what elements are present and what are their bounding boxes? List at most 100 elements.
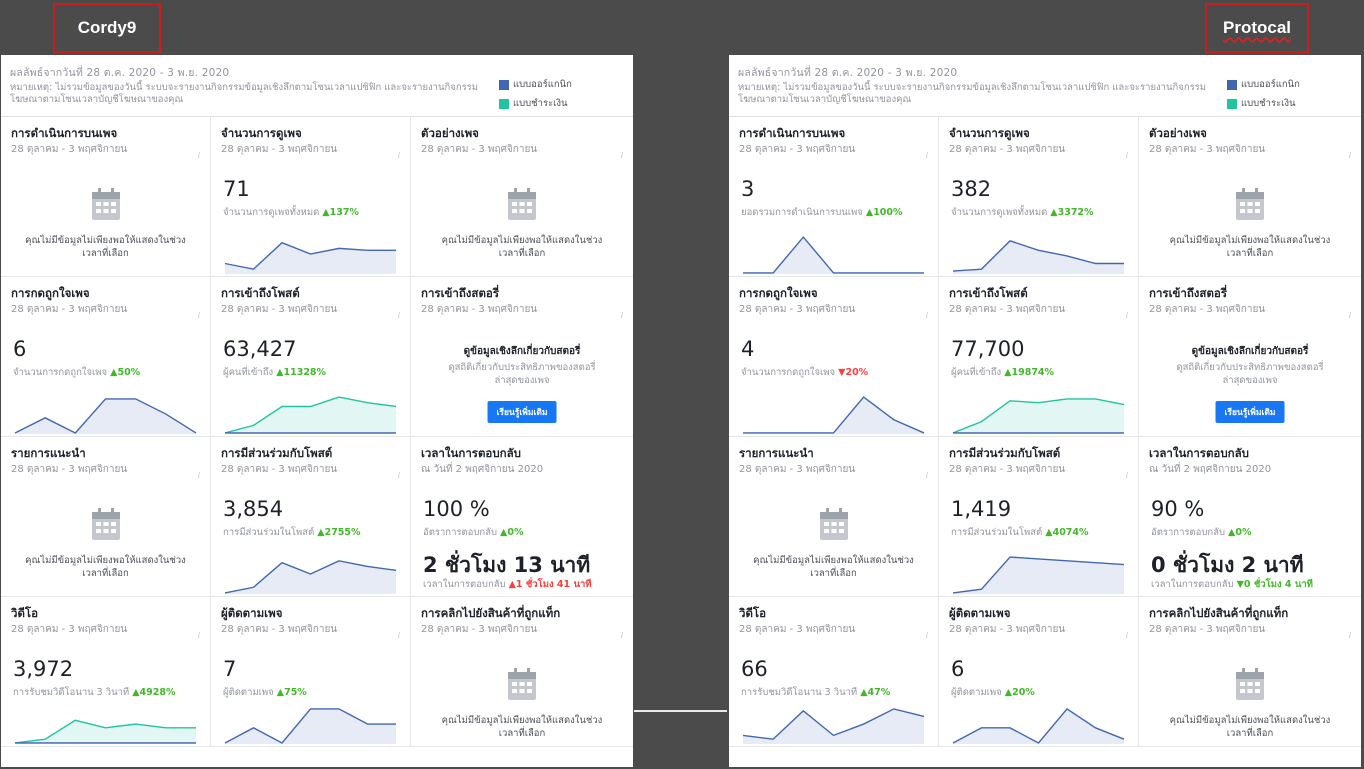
card-title[interactable]: วิดีโอ: [739, 606, 767, 620]
metric-description: จำนวนการดูเพจทั้งหมด ▲3372%: [951, 205, 1094, 220]
card-title[interactable]: การกดถูกใจเพจ: [739, 286, 818, 300]
organic-series-area: [743, 237, 924, 274]
card-title[interactable]: จำนวนการดูเพจ: [949, 126, 1030, 140]
card-page-likes[interactable]: การกดถูกใจเพจ 28 ตุลาคม - 3 พฤศจิกายน i …: [729, 277, 939, 437]
metric-value: 66: [741, 657, 768, 681]
card-title[interactable]: จำนวนการดูเพจ: [221, 126, 302, 140]
metric-label: ยอดรวมการดำเนินการบนเพจ: [741, 207, 863, 218]
card-recommendations[interactable]: รายการแนะนำ 28 ตุลาคม - 3 พฤศจิกายน i คุ…: [729, 437, 939, 597]
metric-change: ▲4074%: [1045, 527, 1089, 538]
metric-change: ▲75%: [276, 687, 307, 698]
card-post-engagement[interactable]: การมีส่วนร่วมกับโพสต์ 28 ตุลาคม - 3 พฤศจ…: [211, 437, 411, 597]
info-icon[interactable]: i: [1125, 151, 1128, 160]
card-title[interactable]: การเข้าถึงสตอรี่: [1149, 286, 1227, 300]
info-icon[interactable]: i: [397, 471, 400, 480]
story-heading: ดูข้อมูลเชิงลึกเกี่ยวกับสตอรี่: [1191, 346, 1309, 357]
info-icon[interactable]: i: [197, 151, 200, 160]
card-title[interactable]: การคลิกไปยังสินค้าที่ถูกแท็ก: [421, 606, 561, 620]
card-title[interactable]: การมีส่วนร่วมกับโพสต์: [949, 446, 1061, 460]
info-icon[interactable]: i: [925, 311, 928, 320]
response-time-label: เวลาในการตอบกลับ: [1151, 579, 1234, 590]
card-date: ณ วันที่ 2 พฤศจิกายน 2020: [421, 464, 544, 475]
info-icon[interactable]: i: [925, 151, 928, 160]
card-videos[interactable]: วิดีโอ 28 ตุลาคม - 3 พฤศจิกายน i 66 การร…: [729, 597, 939, 747]
card-title[interactable]: ตัวอย่างเพจ: [1149, 126, 1207, 140]
metric-value: 1,419: [951, 497, 1012, 521]
info-icon[interactable]: i: [1125, 471, 1128, 480]
legend-paid-label: แบบชำระเงิน: [1241, 98, 1296, 109]
card-title[interactable]: การดำเนินการบนเพจ: [11, 126, 118, 140]
card-title[interactable]: การคลิกไปยังสินค้าที่ถูกแท็ก: [1149, 606, 1289, 620]
card-page-likes[interactable]: การกดถูกใจเพจ 28 ตุลาคม - 3 พฤศจิกายน i …: [1, 277, 211, 437]
card-page-preview[interactable]: ตัวอย่างเพจ 28 ตุลาคม - 3 พฤศจิกายน i คุ…: [1139, 117, 1361, 277]
legend-paid: แบบชำระเงิน: [1227, 96, 1300, 111]
card-title[interactable]: การกดถูกใจเพจ: [11, 286, 90, 300]
card-title[interactable]: รายการแนะนำ: [11, 446, 86, 460]
card-title[interactable]: การดำเนินการบนเพจ: [739, 126, 846, 140]
card-response-time[interactable]: เวลาในการตอบกลับ ณ วันที่ 2 พฤศจิกายน 20…: [1139, 437, 1361, 597]
card-post-engagement[interactable]: การมีส่วนร่วมกับโพสต์ 28 ตุลาคม - 3 พฤศจ…: [939, 437, 1139, 597]
metric-label: จำนวนการกดถูกใจเพจ: [741, 367, 836, 378]
info-icon[interactable]: i: [620, 311, 623, 320]
metric-change: ▲3372%: [1050, 207, 1094, 218]
info-icon[interactable]: i: [620, 151, 623, 160]
card-title[interactable]: เวลาในการตอบกลับ: [421, 446, 521, 460]
card-page-actions[interactable]: การดำเนินการบนเพจ 28 ตุลาคม - 3 พฤศจิกาย…: [1, 117, 211, 277]
info-icon[interactable]: i: [925, 471, 928, 480]
card-title[interactable]: การเข้าถึงโพสต์: [949, 286, 1028, 300]
card-title[interactable]: รายการแนะนำ: [739, 446, 814, 460]
card-followers[interactable]: ผู้ติดตามเพจ 28 ตุลาคม - 3 พฤศจิกายน i 6…: [939, 597, 1139, 747]
info-icon[interactable]: i: [197, 471, 200, 480]
card-followers[interactable]: ผู้ติดตามเพจ 28 ตุลาคม - 3 พฤศจิกายน i 7…: [211, 597, 411, 747]
card-page-preview[interactable]: ตัวอย่างเพจ 28 ตุลาคม - 3 พฤศจิกายน i คุ…: [411, 117, 633, 277]
info-icon[interactable]: i: [620, 631, 623, 640]
sparkline-chart: [953, 702, 1124, 744]
calendar-icon: [819, 508, 848, 540]
card-title[interactable]: วิดีโอ: [11, 606, 39, 620]
info-icon[interactable]: i: [197, 631, 200, 640]
organic-series-area: [225, 242, 396, 274]
card-product-clicks[interactable]: การคลิกไปยังสินค้าที่ถูกแท็ก 28 ตุลาคม -…: [411, 597, 633, 747]
info-icon[interactable]: i: [1348, 311, 1351, 320]
sparkline-chart: [225, 392, 396, 434]
card-post-reach[interactable]: การเข้าถึงโพสต์ 28 ตุลาคม - 3 พฤศจิกายน …: [939, 277, 1139, 437]
card-page-actions[interactable]: การดำเนินการบนเพจ 28 ตุลาคม - 3 พฤศจิกาย…: [729, 117, 939, 277]
metric-value: 4: [741, 337, 755, 361]
organic-series-line: [953, 241, 1124, 271]
paid-series-area: [15, 720, 196, 744]
card-recommendations[interactable]: รายการแนะนำ 28 ตุลาคม - 3 พฤศจิกายน i คุ…: [1, 437, 211, 597]
card-page-views[interactable]: จำนวนการดูเพจ 28 ตุลาคม - 3 พฤศจิกายน i …: [939, 117, 1139, 277]
learn-more-button[interactable]: เรียนรู้เพิ่มเติม: [487, 401, 557, 423]
card-title[interactable]: ผู้ติดตามเพจ: [949, 606, 1011, 620]
info-icon[interactable]: i: [397, 631, 400, 640]
info-icon[interactable]: i: [397, 311, 400, 320]
info-icon[interactable]: i: [397, 151, 400, 160]
no-data-message: คุณไม่มีข้อมูลไม่เพียงพอให้แสดงในช่วงเวล…: [441, 715, 603, 739]
card-title[interactable]: การเข้าถึงสตอรี่: [421, 286, 499, 300]
card-response-time[interactable]: เวลาในการตอบกลับ ณ วันที่ 2 พฤศจิกายน 20…: [411, 437, 633, 597]
card-title[interactable]: ผู้ติดตามเพจ: [221, 606, 283, 620]
response-time-label: เวลาในการตอบกลับ: [423, 579, 506, 590]
organic-swatch: [1227, 79, 1237, 90]
card-story-reach[interactable]: การเข้าถึงสตอรี่ 28 ตุลาคม - 3 พฤศจิกายน…: [411, 277, 633, 437]
card-videos[interactable]: วิดีโอ 28 ตุลาคม - 3 พฤศจิกายน i 3,972 ก…: [1, 597, 211, 747]
organic-series-area: [743, 397, 924, 434]
card-title[interactable]: เวลาในการตอบกลับ: [1149, 446, 1249, 460]
info-icon[interactable]: i: [1125, 631, 1128, 640]
response-rate-description: อัตราการตอบกลับ ▲0%: [1151, 525, 1251, 540]
metric-label: การมีส่วนร่วมในโพสต์: [223, 527, 315, 538]
card-product-clicks[interactable]: การคลิกไปยังสินค้าที่ถูกแท็ก 28 ตุลาคม -…: [1139, 597, 1361, 747]
info-icon[interactable]: i: [1125, 311, 1128, 320]
info-icon[interactable]: i: [1348, 151, 1351, 160]
learn-more-button[interactable]: เรียนรู้เพิ่มเติม: [1215, 401, 1285, 423]
card-page-views[interactable]: จำนวนการดูเพจ 28 ตุลาคม - 3 พฤศจิกายน i …: [211, 117, 411, 277]
info-icon[interactable]: i: [197, 311, 200, 320]
story-text: ดูสถิติเกี่ยวกับประสิทธิภาพของสตอรี่ล่าส…: [448, 362, 596, 386]
info-icon[interactable]: i: [925, 631, 928, 640]
card-title[interactable]: การมีส่วนร่วมกับโพสต์: [221, 446, 333, 460]
card-story-reach[interactable]: การเข้าถึงสตอรี่ 28 ตุลาคม - 3 พฤศจิกายน…: [1139, 277, 1361, 437]
card-title[interactable]: การเข้าถึงโพสต์: [221, 286, 300, 300]
card-post-reach[interactable]: การเข้าถึงโพสต์ 28 ตุลาคม - 3 พฤศจิกายน …: [211, 277, 411, 437]
card-title[interactable]: ตัวอย่างเพจ: [421, 126, 479, 140]
info-icon[interactable]: i: [1348, 631, 1351, 640]
